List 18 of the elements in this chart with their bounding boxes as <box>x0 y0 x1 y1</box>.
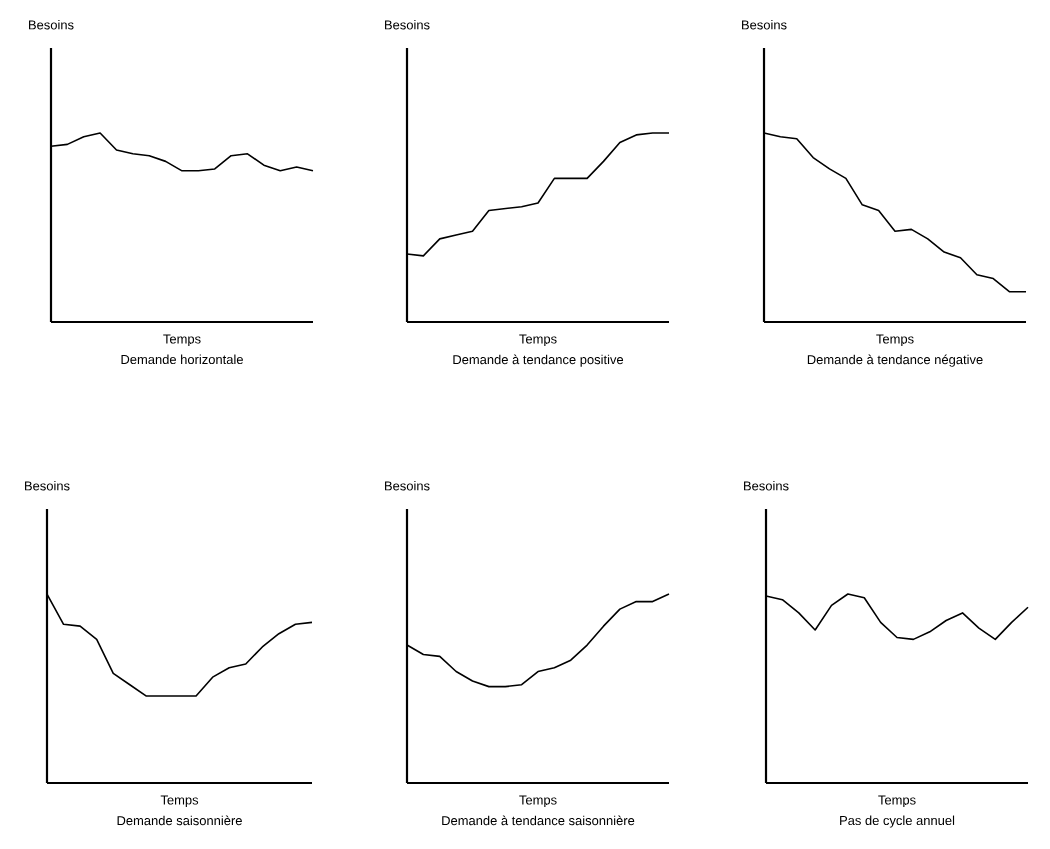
x-axis-title: Temps <box>160 795 199 808</box>
y-axis-title: Besoins <box>25 480 70 491</box>
text: Demande à tendance saisonnière <box>442 815 635 826</box>
text: Demande horizontale <box>121 354 243 365</box>
x-axis-title: Temps <box>163 334 201 347</box>
y-axis-title: Besoins <box>385 480 430 491</box>
text: Demande à tendance négative <box>807 354 983 367</box>
text: Demande à tendance positive <box>453 354 624 367</box>
text: Pas de cycle annuel <box>840 815 955 828</box>
x-axis-title: Temps <box>878 795 916 808</box>
y-axis-title: Besoins <box>385 19 430 30</box>
y-axis-title: Besoins <box>744 480 789 491</box>
x-axis-title: Temps <box>876 334 914 347</box>
y-axis-title: Besoins <box>742 19 787 30</box>
x-axis-title: Temps <box>519 795 557 808</box>
y-axis-title: Besoins <box>29 19 74 30</box>
text: Demande saisonnière <box>117 815 242 826</box>
x-axis-title: Temps <box>519 334 557 347</box>
